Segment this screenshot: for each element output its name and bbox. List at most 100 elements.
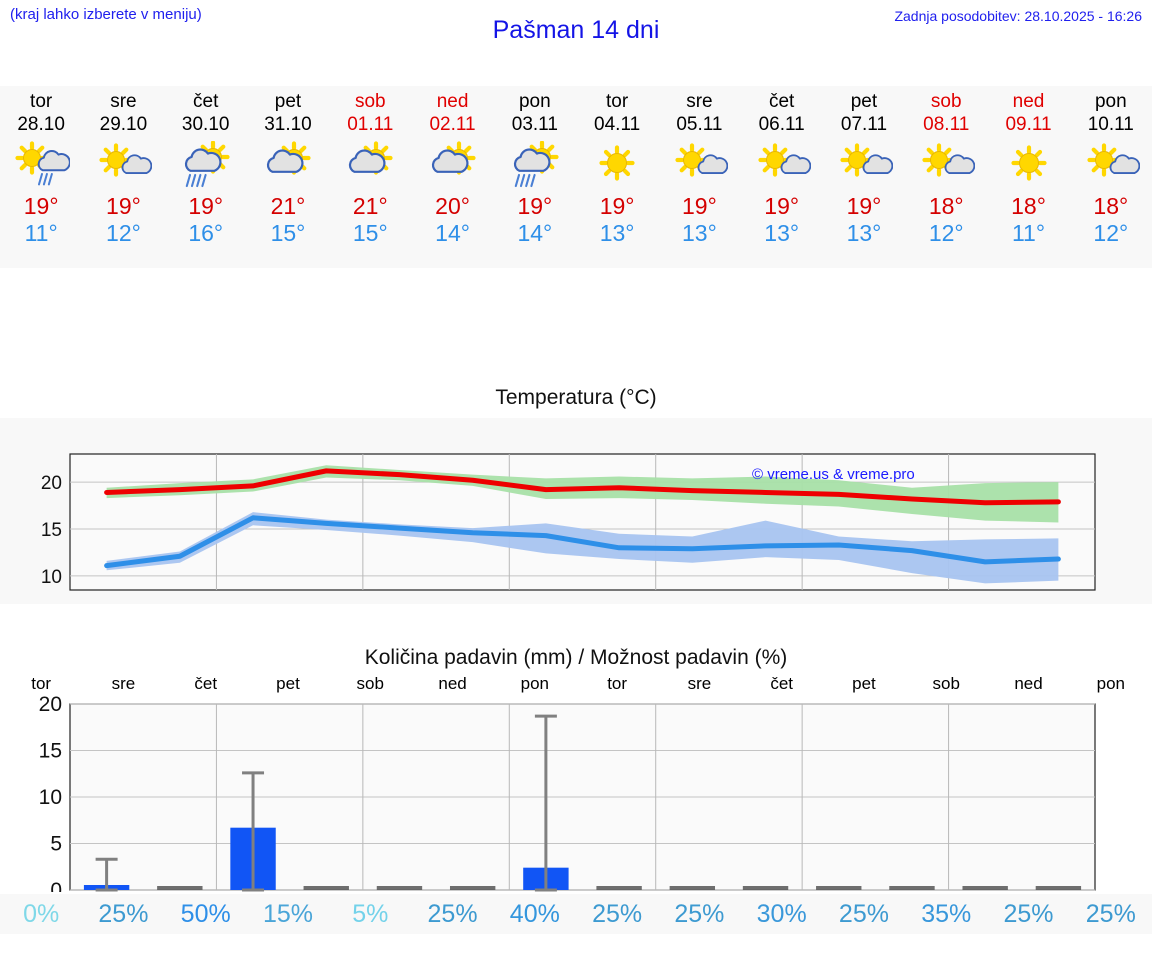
precipitation-probability: 50% (180, 900, 231, 928)
temperature-min: 16° (188, 220, 224, 246)
sun-cloud-icon (82, 137, 164, 193)
temperature-chart-title: Temperatura (°C) (495, 386, 657, 409)
day-column[interactable]: pon 10.11 18° 12° (1070, 86, 1152, 268)
sun-icon (576, 137, 658, 193)
day-date: 01.11 (347, 114, 394, 135)
temperature-max: 19° (682, 193, 717, 219)
temperature-max: 18° (1093, 193, 1129, 219)
precipitation-chart-section: Količina padavin (mm) / Možnost padavin … (0, 638, 1152, 975)
day-column[interactable]: čet 06.11 19° 13° (741, 86, 823, 268)
temperature-max: 19° (517, 193, 553, 219)
precipitation-probability: 25% (838, 900, 889, 928)
sun-cloud-icon (741, 137, 823, 193)
precipitation-day-label: pon (520, 674, 550, 693)
temperature-min: 11° (1011, 220, 1046, 246)
day-date: 08.11 (923, 114, 970, 135)
sun-cloud-icon (1070, 137, 1152, 193)
cloud-sun-icon (411, 137, 493, 193)
day-name: ned (436, 91, 469, 112)
temperature-max: 20° (435, 193, 470, 219)
page-header: (kraj lahko izberete v meniju) Pašman 14… (0, 0, 1152, 62)
svg-text:15: 15 (41, 520, 62, 541)
temperature-max: 19° (106, 193, 141, 219)
precipitation-probability: 25% (1085, 900, 1136, 928)
day-column[interactable]: tor 28.10 19° 11° (0, 86, 82, 268)
precipitation-day-label: sre (111, 674, 136, 693)
day-date: 04.11 (594, 114, 641, 135)
temperature-min: 13° (846, 220, 882, 246)
spacer-band (0, 268, 1152, 378)
day-date: 09.11 (1005, 114, 1052, 135)
day-column[interactable]: sob 08.11 18° 12° (905, 86, 987, 268)
precipitation-probability: 25% (674, 900, 725, 928)
day-date: 06.11 (758, 114, 805, 135)
temperature-min: 13° (764, 220, 800, 246)
sun-icon (987, 137, 1069, 193)
day-column[interactable]: pon 03.11 19° 14° (494, 86, 576, 268)
precipitation-probability: 0% (23, 900, 60, 928)
temperature-max: 19° (188, 193, 224, 219)
temperature-min: 12° (106, 220, 141, 246)
day-name: sob (354, 91, 386, 112)
day-column[interactable]: ned 02.11 20° 14° (411, 86, 493, 268)
svg-text:15: 15 (39, 740, 62, 763)
cloud-sun-icon (329, 137, 411, 193)
temperature-max: 19° (23, 193, 59, 219)
day-date: 29.10 (99, 114, 148, 135)
precipitation-day-label: sob (356, 674, 384, 693)
day-name: čet (768, 91, 795, 112)
svg-text:10: 10 (41, 567, 62, 588)
day-name: tor (606, 91, 629, 112)
day-name: sre (110, 91, 137, 112)
day-column[interactable]: tor 04.11 19° 13° (576, 86, 658, 268)
day-date: 10.11 (1087, 114, 1134, 135)
temperature-min: 14° (435, 220, 470, 246)
day-column[interactable]: sob 01.11 21° 15° (329, 86, 411, 268)
day-date: 05.11 (676, 114, 723, 135)
precipitation-probability: 25% (427, 900, 478, 928)
day-name: pet (274, 91, 302, 112)
sun-cloud-icon (905, 137, 987, 193)
temperature-min: 15° (352, 220, 388, 246)
precipitation-day-label: tor (607, 674, 628, 693)
precipitation-day-label: čet (770, 674, 794, 693)
precipitation-probability: 30% (756, 900, 807, 928)
temperature-min: 12° (1093, 220, 1129, 246)
day-column[interactable]: ned 09.11 18° 11° (987, 86, 1069, 268)
precipitation-day-label: ned (1014, 674, 1043, 693)
svg-text:20: 20 (41, 473, 62, 494)
precipitation-probability: 25% (98, 900, 149, 928)
day-name: tor (30, 91, 53, 112)
day-column[interactable]: sre 29.10 19° 12° (82, 86, 164, 268)
temperature-max: 21° (270, 193, 306, 219)
temperature-min: 14° (517, 220, 553, 246)
day-column[interactable]: pet 07.11 19° 13° (823, 86, 905, 268)
sun-cloud-icon (823, 137, 905, 193)
daily-forecast-strip: tor 28.10 19° 11° sre 29.10 19° 12° čet 30.10 19° 1… (0, 86, 1152, 268)
temperature-max: 19° (764, 193, 800, 219)
day-column[interactable]: čet 30.10 19° 16° (165, 86, 247, 268)
temperature-max: 19° (599, 193, 635, 219)
day-date: 31.10 (264, 114, 312, 135)
day-name: pon (1094, 91, 1127, 112)
temperature-chart-section: Temperatura (°C) 10 15 20 (0, 378, 1152, 626)
temperature-max: 18° (928, 193, 964, 219)
day-column[interactable]: sre 05.11 19° 13° (658, 86, 740, 268)
day-date: 03.11 (511, 114, 558, 135)
precipitation-day-label: čet (194, 674, 218, 693)
svg-text:0: 0 (50, 879, 62, 892)
precipitation-day-label: sre (687, 674, 712, 693)
last-updated-text: Zadnja posodobitev: 28.10.2025 - 16:26 (894, 8, 1142, 24)
day-column[interactable]: pet 31.10 21° 15° (247, 86, 329, 268)
temperature-max: 18° (1011, 193, 1046, 219)
temperature-min: 13° (682, 220, 717, 246)
precipitation-probability: 25% (592, 900, 643, 928)
precipitation-day-label: pon (1096, 674, 1125, 693)
precipitation-day-labels: tor sre čet pet sob ned pon tor sre čet pet sob ned p… (0, 674, 1152, 696)
precipitation-probability: 25% (1003, 900, 1054, 928)
precipitation-chart-title: Količina padavin (mm) / Možnost padavin … (364, 646, 788, 669)
temperature-max: 21° (352, 193, 388, 219)
day-name: čet (193, 91, 219, 112)
page-title: Pašman 14 dni (492, 16, 660, 44)
